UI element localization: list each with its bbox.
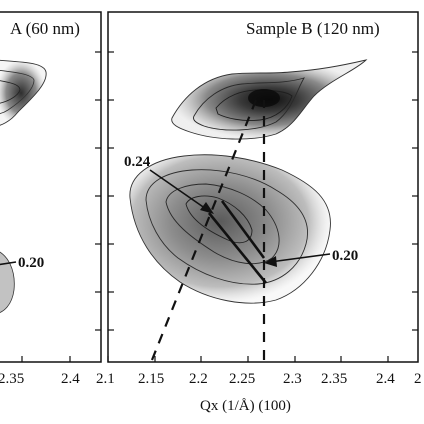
substrate-contour-2 [193,77,305,131]
relaxation-line-2 [220,200,266,259]
annot-024-arrowhead [200,202,214,214]
substrate-contour-1 [171,59,368,140]
x-tick-label-2.1: 2.1 [96,371,115,387]
layer-contour-1 [129,154,331,304]
left-peak-contour-outer [0,59,47,126]
x-tick-label-2.25: 2.25 [229,371,255,387]
layer-contour-2 [145,169,308,285]
left-panel-map [0,59,47,313]
layer-peak-blob [129,154,331,304]
x-tick-label-edge: 2 [414,371,422,387]
x-tick-label-2.4: 2.4 [376,371,395,387]
left-peak-contour-inner [0,80,21,104]
x-axis-label: Qx (1/Å) (100) [200,398,291,414]
right-panel: 0.24 0.20 Sample B (120 nm) [96,11,422,414]
annot-024-arrow-shaft [149,169,210,212]
right-panel-x-ticks [107,356,389,362]
x-tick-label-2.15: 2.15 [138,371,164,387]
relaxation-line-1 [207,212,268,284]
substrate-contour-3 [215,89,293,121]
x-tick-label-2.3: 2.3 [283,371,302,387]
left-annot-arrow [0,261,17,266]
x-tick-label-2.35: 2.35 [321,371,347,387]
left-peak-blob [0,60,47,126]
left-peak-contour-mid [0,70,35,115]
left-panel-ticks [21,51,101,362]
annot-020-arrowhead [264,256,277,267]
right-panel-title: Sample B (120 nm) [246,19,380,38]
annot-020: 0.20 [332,248,358,264]
left-tick-label-24: 2.4 [61,371,80,387]
left-layer-blob [0,252,15,313]
left-tick-label-235: 2.35 [0,371,24,387]
left-annot-020: 0.20 [18,255,44,271]
right-panel-y-ticks [108,51,418,331]
left-panel: 0.20 A (60 nm) 2.35 2.4 [0,11,102,387]
annot-024: 0.24 [124,154,151,170]
left-panel-title: A (60 nm) [10,19,80,38]
layer-contour-3 [165,183,280,265]
left-layer-contour [0,251,15,313]
x-tick-label-2.2: 2.2 [189,371,208,387]
annot-020-arrow-shaft [269,253,331,263]
layer-contour-4 [185,195,253,244]
